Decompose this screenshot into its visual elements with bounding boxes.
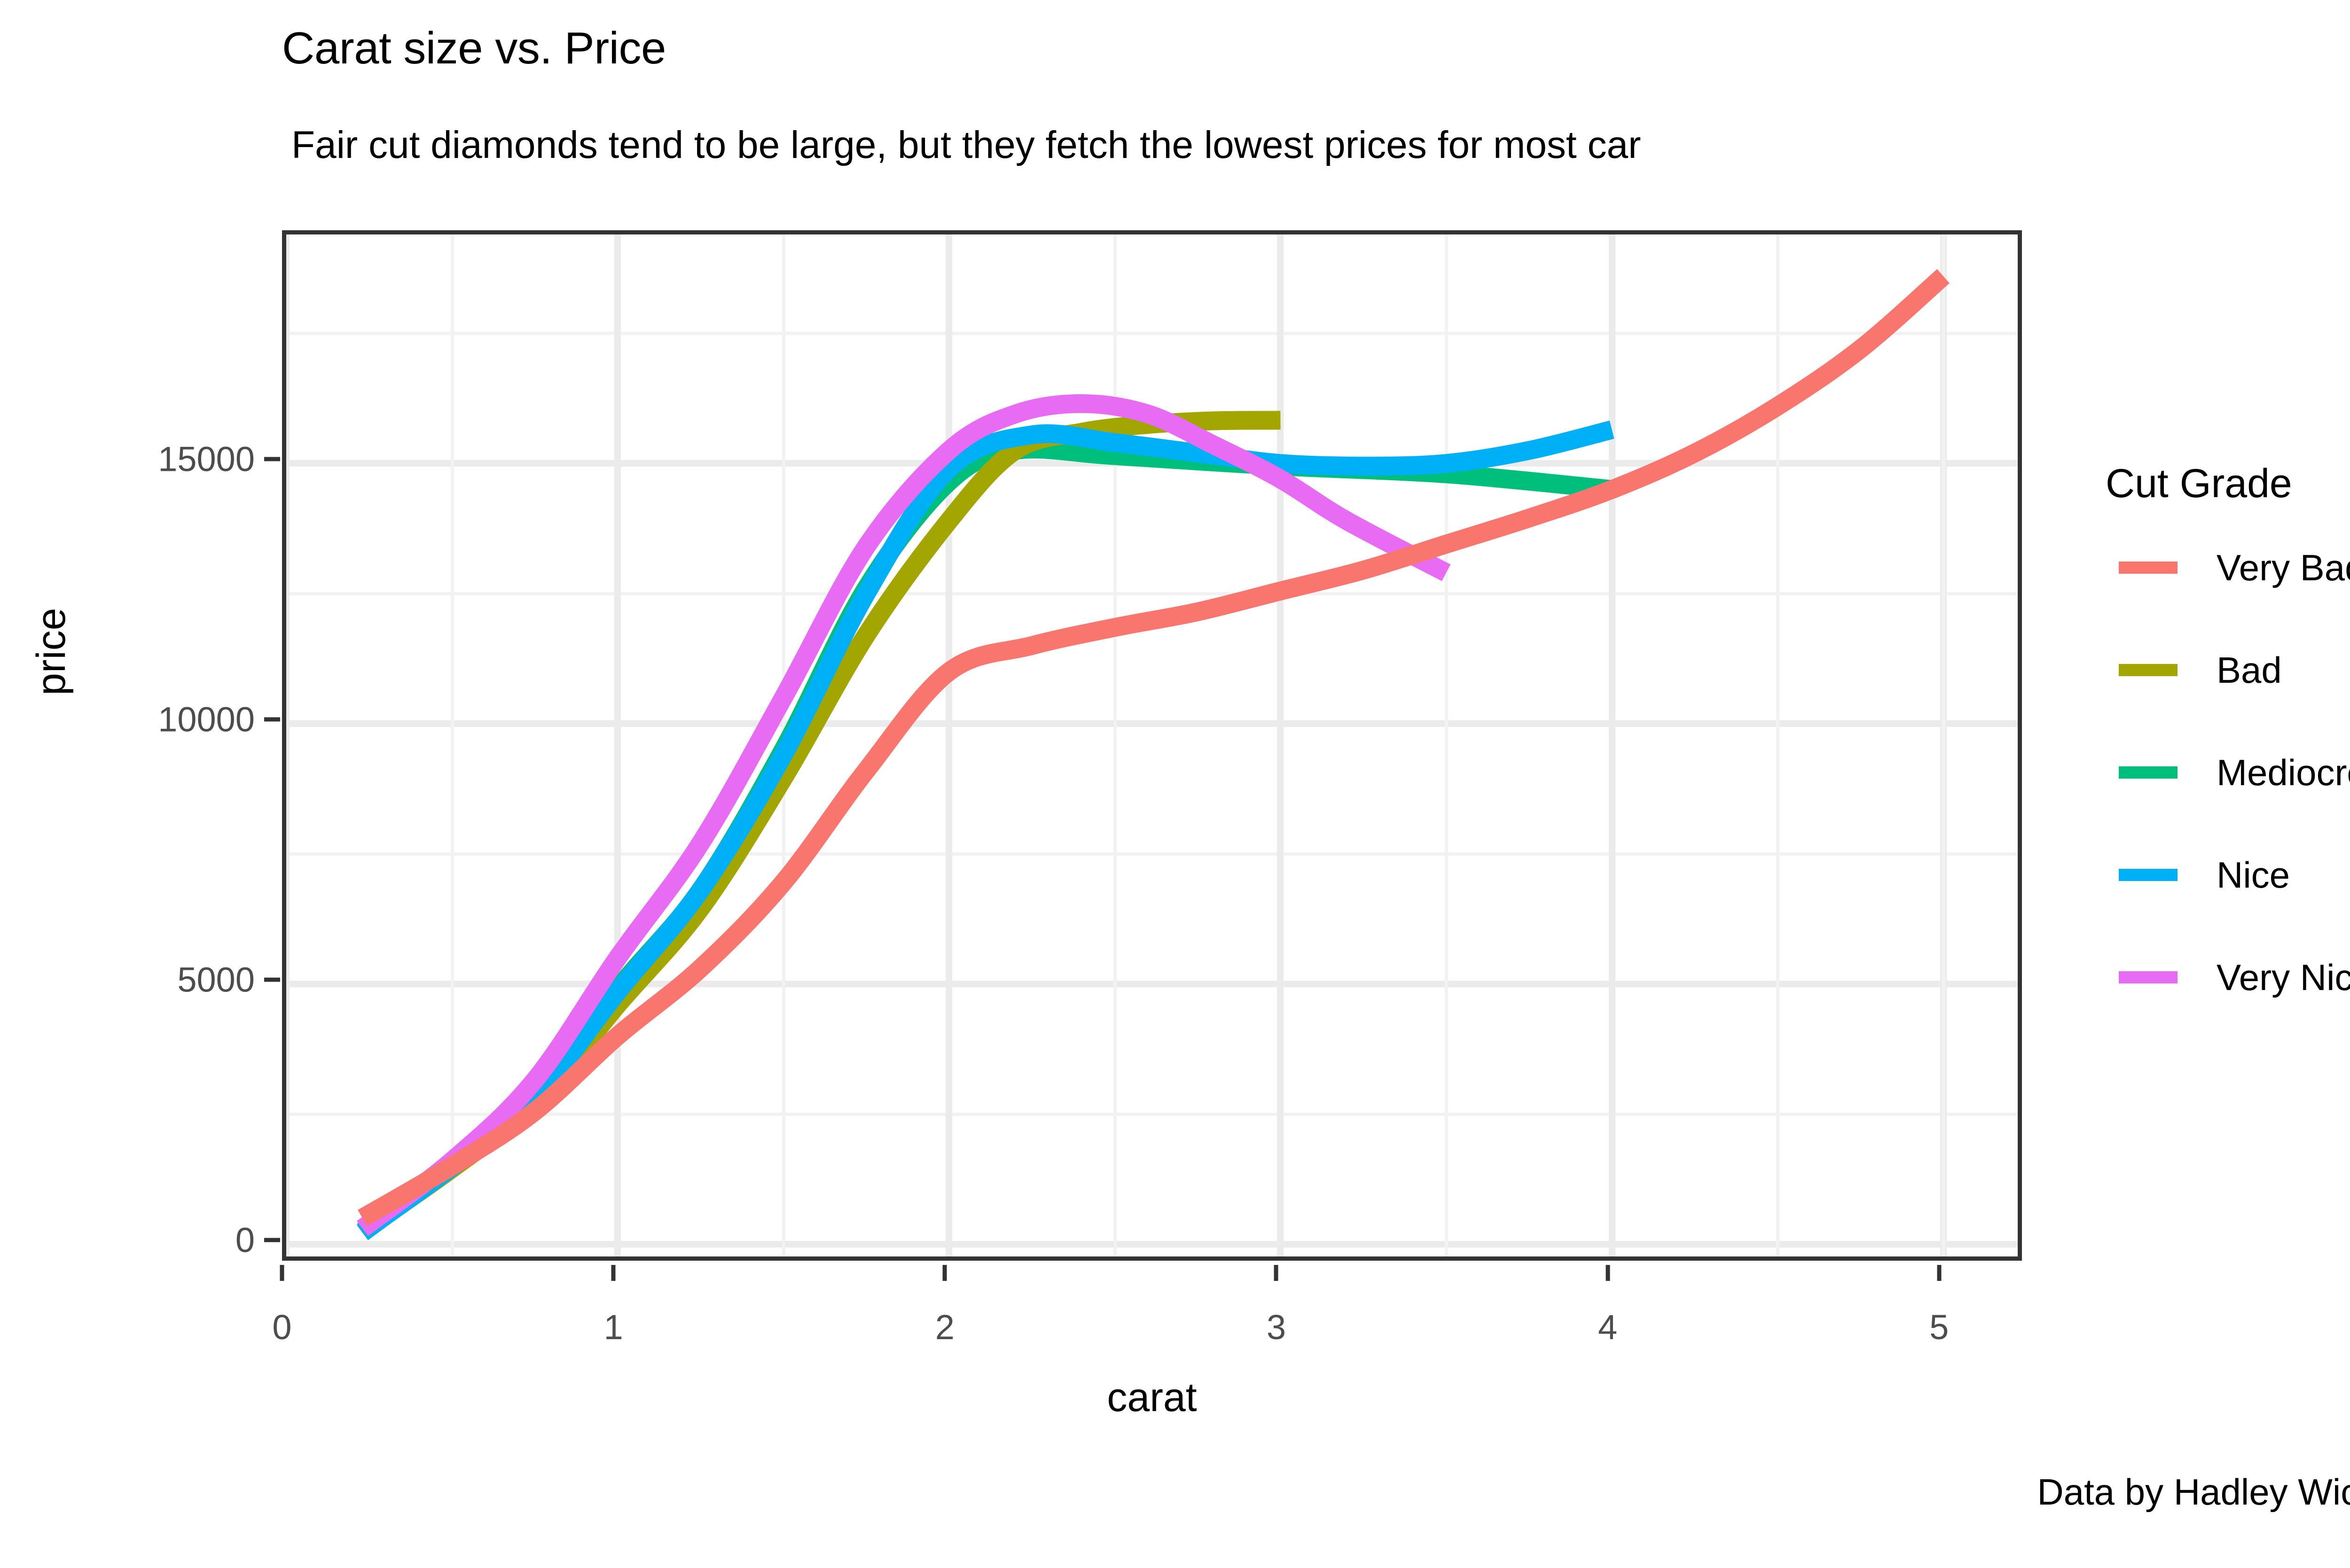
x-axis-tick-mark (1937, 1265, 1942, 1281)
gridline-minor-horizontal (286, 852, 2018, 856)
x-axis-tick-mark (942, 1265, 947, 1281)
y-axis-tick-label: 10000 (158, 700, 255, 739)
gridline-major-horizontal (286, 720, 2018, 727)
x-axis-tick-label: 1 (603, 1308, 623, 1347)
legend-item[interactable]: Bad (2106, 641, 2350, 699)
x-axis-tick-label: 4 (1598, 1308, 1618, 1347)
x-axis-tick-mark (280, 1265, 284, 1281)
plot-subtitle: Fair cut diamonds tend to be large, but … (291, 124, 1641, 166)
legend-color-swatch (2118, 869, 2178, 881)
y-axis-tick-mark (264, 977, 280, 982)
legend-key-background (2106, 846, 2190, 904)
legend-key-background (2106, 539, 2190, 596)
x-axis-tick-mark (1606, 1265, 1610, 1281)
gridline-major-vertical (286, 234, 290, 1256)
series-line (357, 394, 1451, 1236)
gridline-minor-vertical (1776, 234, 1780, 1256)
x-axis-tick-label: 3 (1266, 1308, 1286, 1347)
legend-item-label: Mediocre (2217, 751, 2350, 793)
plot-panel (282, 230, 2022, 1261)
legend-item-label: Very Bad (2217, 546, 2350, 588)
legend-item-label: Bad (2217, 649, 2282, 691)
gridline-minor-horizontal (286, 1112, 2018, 1116)
y-axis-tick-label: 15000 (158, 439, 255, 479)
legend-color-swatch (2118, 766, 2178, 779)
x-axis-tick-mark (611, 1265, 616, 1281)
gridline-minor-vertical (1445, 234, 1448, 1256)
y-axis-tick-mark (264, 1238, 280, 1242)
gridline-major-horizontal (286, 1240, 2018, 1248)
series-lines (286, 234, 2018, 1256)
legend-items: Very Bad Bad Mediocre Nice Very Nice (2106, 539, 2350, 1006)
y-axis-title: price (29, 608, 74, 695)
legend-item[interactable]: Nice (2106, 846, 2350, 904)
legend-item[interactable]: Very Bad (2106, 539, 2350, 596)
legend-item[interactable]: Mediocre (2106, 744, 2350, 801)
gridline-minor-horizontal (286, 332, 2018, 335)
legend-title: Cut Grade (2106, 461, 2292, 506)
x-axis: 0 1 2 3 4 5 (0, 1265, 2350, 1368)
x-axis-title: carat (1107, 1375, 1197, 1420)
x-axis-tick-label: 0 (272, 1308, 292, 1347)
legend-key-background (2106, 744, 2190, 801)
y-axis-tick-label: 0 (235, 1220, 255, 1260)
legend-color-swatch (2118, 971, 2178, 983)
plot-caption: Data by Hadley Wickham (2037, 1471, 2350, 1513)
y-axis-tick-mark (264, 457, 280, 461)
series-line (358, 269, 1950, 1226)
legend-color-swatch (2118, 562, 2178, 574)
y-axis-tick-label: 5000 (177, 960, 255, 999)
gridline-minor-vertical (1942, 234, 1945, 1256)
gridline-minor-horizontal (286, 592, 2018, 596)
x-axis-tick-label: 5 (1929, 1308, 1949, 1347)
legend-item[interactable]: Very Nice (2106, 949, 2350, 1006)
series-svg (357, 269, 1950, 1240)
page-title: Carat size vs. Price (282, 23, 666, 73)
legend-item-label: Nice (2217, 854, 2290, 896)
legend-color-swatch (2118, 664, 2178, 676)
series-line (357, 420, 1614, 1240)
panel-background (282, 230, 2022, 1261)
legend-key-background (2106, 641, 2190, 699)
gridline-minor-vertical (1113, 234, 1117, 1256)
gridline-minor-vertical (450, 234, 454, 1256)
x-axis-tick-label: 2 (935, 1308, 955, 1347)
legend-item-label: Very Nice (2217, 956, 2350, 998)
x-axis-tick-mark (1274, 1265, 1278, 1281)
legend: Cut Grade Very Bad Bad Mediocre Nice Very Ni… (2106, 460, 2350, 1051)
y-axis-tick-mark (264, 717, 280, 722)
gridline-major-horizontal (286, 980, 2018, 987)
legend-key-background (2106, 949, 2190, 1006)
